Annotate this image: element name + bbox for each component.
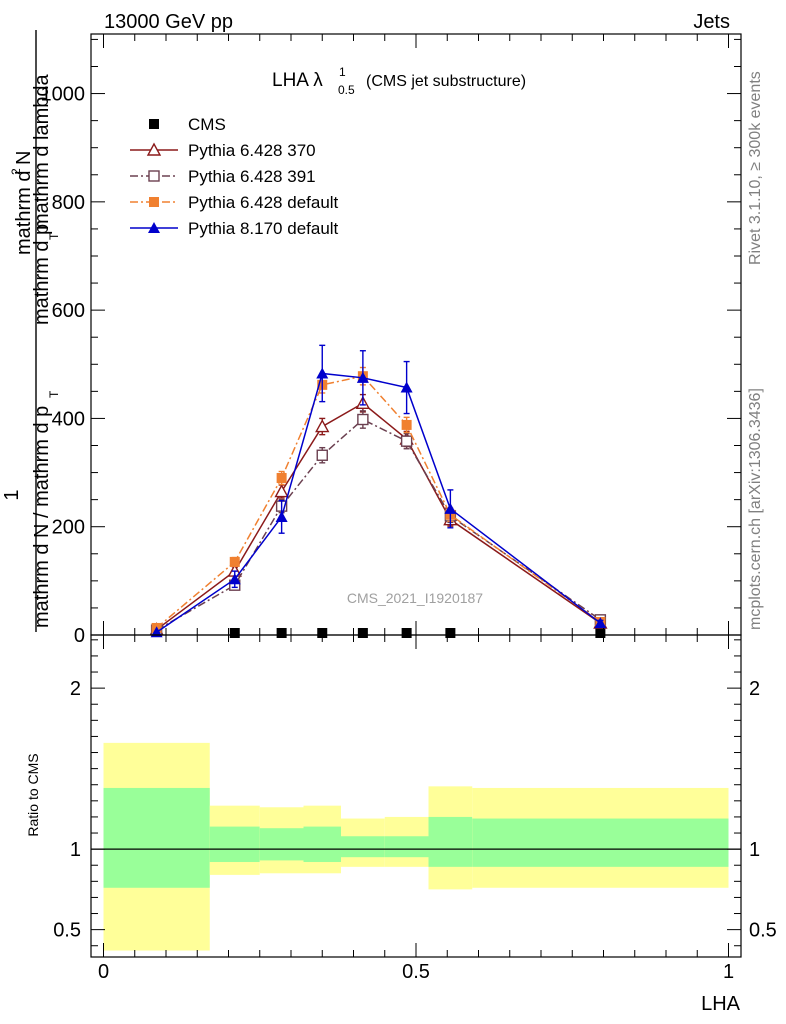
rivet-watermark: Rivet 3.1.10, ≥ 300k events xyxy=(747,71,764,265)
ratio-ytick-label: 0.5 xyxy=(53,920,81,942)
mcplots-watermark: mcplots.cern.ch [arXiv:1306.3436] xyxy=(747,388,764,630)
series-line xyxy=(156,418,601,631)
title-note: (CMS jet substructure) xyxy=(366,73,526,90)
legend-label: Pythia 8.170 default xyxy=(188,219,339,238)
ratio-plot-panel: 0.5 0.5 1 1 2 2 0 0.5 1 Ratio to CMS LHA xyxy=(25,634,777,1015)
data-point xyxy=(594,617,607,629)
plot-title: LHA λ 1 0.5 (CMS jet substructure) xyxy=(272,65,526,97)
header-right: Jets xyxy=(693,11,730,33)
data-point xyxy=(228,573,241,585)
series-line xyxy=(156,375,601,629)
data-point xyxy=(229,556,240,567)
data-point xyxy=(357,413,369,426)
ratio-ytick-label-right: 1 xyxy=(749,839,760,861)
main-ytick-label: 800 xyxy=(52,192,85,214)
legend-marker xyxy=(148,222,160,233)
data-point xyxy=(274,484,289,498)
legend-marker xyxy=(149,119,159,129)
legend-label: Pythia 6.428 370 xyxy=(188,141,316,160)
ylabel-den-t: T xyxy=(47,390,61,398)
analysis-label: CMS_2021_I1920187 xyxy=(347,590,483,606)
ratio-ytick-label: 1 xyxy=(70,839,81,861)
data-point xyxy=(401,628,412,638)
green-band xyxy=(103,787,210,888)
legend-item: Pythia 8.170 default xyxy=(130,219,339,238)
ylabel-num-n: N xyxy=(13,151,35,165)
series-line xyxy=(156,372,601,633)
ylabel-num-exp: 2 xyxy=(9,168,23,175)
main-ytick-label: 600 xyxy=(52,300,85,322)
data-point xyxy=(357,628,368,638)
main-ytick-label: 400 xyxy=(52,408,85,430)
data-point xyxy=(400,381,413,393)
legend: CMS Pythia 6.428 370 Pythia 6.428 391 Pythi… xyxy=(130,115,339,238)
ratio-ylabel: Ratio to CMS xyxy=(25,753,41,836)
main-ytick-label: 0 xyxy=(74,625,85,647)
data-point xyxy=(276,628,287,638)
ratio-ytick-label-right: 0.5 xyxy=(749,920,777,942)
legend-label: Pythia 6.428 default xyxy=(188,193,339,212)
ratio-frame xyxy=(90,634,742,958)
data-point xyxy=(356,371,369,383)
legend-label: CMS xyxy=(188,115,226,134)
green-band xyxy=(341,836,385,858)
data-point xyxy=(400,435,413,447)
x-tick-label: 0.5 xyxy=(402,961,430,983)
ylabel-num-d: mathrm d xyxy=(13,171,35,255)
x-axis-label: LHA xyxy=(701,993,741,1015)
data-point xyxy=(316,367,329,379)
data-point xyxy=(401,419,412,430)
series-pythia-8-170-default xyxy=(150,344,607,638)
legend-marker xyxy=(148,170,160,182)
main-plot-panel: 0 200 400 600 800 1000 CMS_2021_I1920187 LHA … xyxy=(1,30,742,647)
ylabel-one: 1 xyxy=(1,489,23,500)
main-axes-layer: 0 200 400 600 800 1000 xyxy=(41,34,741,647)
title-sup: 1 xyxy=(339,65,346,79)
green-band xyxy=(259,828,304,861)
x-tick-label: 0 xyxy=(98,961,109,983)
title-main: LHA λ xyxy=(272,70,323,91)
main-ytick-label: 200 xyxy=(52,517,85,539)
green-band xyxy=(428,816,473,867)
ylabel-num-t: T xyxy=(47,232,61,240)
data-point xyxy=(276,472,287,483)
green-band xyxy=(384,836,429,858)
green-band xyxy=(209,826,260,863)
header-left: 13000 GeV pp xyxy=(104,11,233,33)
legend-marker xyxy=(146,142,162,156)
legend-item: CMS xyxy=(149,115,226,134)
data-point xyxy=(275,510,288,522)
legend-item: Pythia 6.428 default xyxy=(130,193,339,212)
main-ylabel: 1 mathrm d 2 N mathrm d p T mathrm d lam… xyxy=(1,30,61,632)
data-point xyxy=(444,502,457,514)
data-point xyxy=(315,419,330,433)
main-ytick-label: 1000 xyxy=(41,84,86,106)
green-band xyxy=(303,826,341,863)
data-point xyxy=(445,628,456,638)
legend-item: Pythia 6.428 391 xyxy=(130,167,316,186)
green-band xyxy=(472,818,729,867)
ratio-ytick-label-right: 2 xyxy=(749,678,760,700)
legend-marker xyxy=(149,197,159,207)
data-point xyxy=(229,628,240,638)
x-tick-label: 1 xyxy=(723,961,734,983)
ratio-bands-layer xyxy=(91,742,741,951)
ratio-ytick-label: 2 xyxy=(70,678,81,700)
data-point xyxy=(595,628,606,638)
ylabel-num-dlambda: mathrm d lambda xyxy=(31,74,53,230)
ylabel-den: mathrm d N / mathrm d p xyxy=(31,406,53,628)
data-point xyxy=(316,449,328,461)
title-sub: 0.5 xyxy=(338,83,355,97)
ratio-axes-layer: 0.5 0.5 1 1 2 2 0 0.5 1 xyxy=(53,635,777,983)
series-line xyxy=(156,402,601,631)
legend-item: Pythia 6.428 370 xyxy=(130,141,316,160)
legend-label: Pythia 6.428 391 xyxy=(188,167,316,186)
series-cms xyxy=(229,628,606,638)
